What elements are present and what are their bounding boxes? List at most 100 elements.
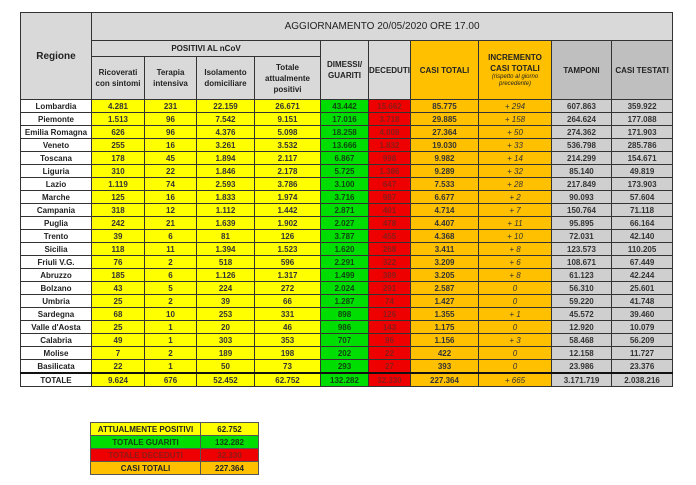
incremento-cell: + 294 bbox=[478, 99, 552, 113]
isolamento-header: Isolamento domiciliare bbox=[196, 56, 255, 100]
tamponi-cell: 59.220 bbox=[551, 294, 612, 308]
deceduti-cell: 478 bbox=[368, 216, 411, 230]
deceduti-cell: 322 bbox=[368, 255, 411, 269]
totale-positivi-cell: 62.752 bbox=[254, 372, 321, 387]
isolamento-cell: 50 bbox=[196, 359, 255, 374]
tamponi-cell: 23.986 bbox=[551, 359, 612, 374]
casi-totali-cell: 2.587 bbox=[410, 281, 479, 295]
dimessi-cell: 986 bbox=[320, 320, 369, 334]
deceduti-cell: 268 bbox=[368, 242, 411, 256]
isolamento-cell: 52.452 bbox=[196, 372, 255, 387]
update-title: AGGIORNAMENTO 20/05/2020 ORE 17.00 bbox=[90, 12, 674, 41]
incremento-cell: + 50 bbox=[478, 125, 552, 139]
region-cell: Umbria bbox=[20, 294, 92, 308]
isolamento-cell: 81 bbox=[196, 229, 255, 243]
terapia-header: Terapia intensiva bbox=[144, 56, 197, 100]
terapia-cell: 12 bbox=[144, 203, 197, 217]
casi-testati-cell: 42.244 bbox=[610, 268, 674, 282]
dimessi-cell: 3.716 bbox=[320, 190, 369, 204]
casi-totali-cell: 85.775 bbox=[410, 99, 479, 113]
terapia-cell: 96 bbox=[144, 112, 197, 126]
casi-testati-cell: 11.727 bbox=[610, 346, 674, 360]
ricoverati-cell: 25 bbox=[91, 294, 145, 308]
isolamento-cell: 253 bbox=[196, 307, 255, 321]
isolamento-cell: 1.639 bbox=[196, 216, 255, 230]
incremento-cell: + 14 bbox=[478, 151, 552, 165]
tamponi-cell: 12.158 bbox=[551, 346, 612, 360]
region-cell: Friuli V.G. bbox=[20, 255, 92, 269]
region-cell: Lombardia bbox=[20, 99, 92, 113]
terapia-cell: 1 bbox=[144, 320, 197, 334]
casi-testati-cell: 71.118 bbox=[610, 203, 674, 217]
dimessi-cell: 43.442 bbox=[320, 99, 369, 113]
isolamento-cell: 2.593 bbox=[196, 177, 255, 191]
totale-positivi-cell: 9.151 bbox=[254, 112, 321, 126]
deceduti-cell: 998 bbox=[368, 151, 411, 165]
casi-totali-cell: 422 bbox=[410, 346, 479, 360]
deceduti-cell: 1.832 bbox=[368, 138, 411, 152]
isolamento-cell: 224 bbox=[196, 281, 255, 295]
summary-value: 227.364 bbox=[200, 461, 259, 475]
tamponi-cell: 3.171.719 bbox=[551, 372, 612, 387]
tamponi-cell: 85.140 bbox=[551, 164, 612, 178]
dimessi-cell: 18.258 bbox=[320, 125, 369, 139]
ricoverati-cell: 76 bbox=[91, 255, 145, 269]
dimessi-cell: 898 bbox=[320, 307, 369, 321]
casi-totali-cell: 1.175 bbox=[410, 320, 479, 334]
table-row: Piemonte 1.513 96 7.542 9.151 17.016 3.718 29.8… bbox=[20, 112, 674, 126]
table-row: Trento 39 6 81 126 3.787 455 4.368 + 10 72.031 42.… bbox=[20, 229, 674, 243]
totale-positivi-cell: 353 bbox=[254, 333, 321, 347]
ricoverati-cell: 242 bbox=[91, 216, 145, 230]
terapia-cell: 96 bbox=[144, 125, 197, 139]
casi-totali-cell: 29.885 bbox=[410, 112, 479, 126]
terapia-cell: 6 bbox=[144, 229, 197, 243]
dimessi-cell: 6.867 bbox=[320, 151, 369, 165]
ricoverati-cell: 22 bbox=[91, 359, 145, 374]
casi-testati-cell: 56.209 bbox=[610, 333, 674, 347]
incremento-cell: 0 bbox=[478, 294, 552, 308]
table-row: Basilicata 22 1 50 73 293 27 393 0 23.986 23.376 bbox=[20, 359, 674, 374]
casi-totali-cell: 6.677 bbox=[410, 190, 479, 204]
totale-positivi-cell: 5.098 bbox=[254, 125, 321, 139]
totale-positivi-cell: 3.786 bbox=[254, 177, 321, 191]
totale-positivi-cell: 3.532 bbox=[254, 138, 321, 152]
region-cell: Valle d'Aosta bbox=[20, 320, 92, 334]
tamponi-header: TAMPONI bbox=[551, 40, 612, 100]
tamponi-cell: 90.093 bbox=[551, 190, 612, 204]
deceduti-cell: 32.330 bbox=[368, 372, 411, 387]
totale-positivi-cell: 2.178 bbox=[254, 164, 321, 178]
table-row: Abruzzo 185 6 1.126 1.317 1.499 389 3.205 + 8 61.… bbox=[20, 268, 674, 282]
incremento-cell: + 3 bbox=[478, 333, 552, 347]
terapia-cell: 1 bbox=[144, 359, 197, 374]
terapia-cell: 10 bbox=[144, 307, 197, 321]
tamponi-cell: 214.299 bbox=[551, 151, 612, 165]
totale-positivi-cell: 126 bbox=[254, 229, 321, 243]
incremento-cell: + 33 bbox=[478, 138, 552, 152]
region-cell: Basilicata bbox=[20, 359, 92, 374]
tamponi-cell: 264.624 bbox=[551, 112, 612, 126]
summary-value: 132.282 bbox=[200, 435, 259, 449]
table-row: Friuli V.G. 76 2 518 596 2.291 322 3.209 + 6 108.… bbox=[20, 255, 674, 269]
casi-testati-cell: 285.786 bbox=[610, 138, 674, 152]
region-cell: Lazio bbox=[20, 177, 92, 191]
dimessi-cell: 1.620 bbox=[320, 242, 369, 256]
terapia-cell: 2 bbox=[144, 255, 197, 269]
deceduti-cell: 143 bbox=[368, 320, 411, 334]
casi-totali-cell: 9.982 bbox=[410, 151, 479, 165]
isolamento-cell: 22.159 bbox=[196, 99, 255, 113]
region-cell: Bolzano bbox=[20, 281, 92, 295]
ricoverati-cell: 185 bbox=[91, 268, 145, 282]
deceduti-cell: 74 bbox=[368, 294, 411, 308]
region-cell: Molise bbox=[20, 346, 92, 360]
totale-positivi-cell: 596 bbox=[254, 255, 321, 269]
casi-testati-cell: 23.376 bbox=[610, 359, 674, 374]
casi-totali-cell: 4.407 bbox=[410, 216, 479, 230]
casi-totali-cell: 9.289 bbox=[410, 164, 479, 178]
casi-totali-cell: 1.355 bbox=[410, 307, 479, 321]
isolamento-cell: 518 bbox=[196, 255, 255, 269]
terapia-cell: 6 bbox=[144, 268, 197, 282]
terapia-cell: 22 bbox=[144, 164, 197, 178]
dimessi-cell: 3.100 bbox=[320, 177, 369, 191]
casi-testati-cell: 2.038.216 bbox=[610, 372, 674, 387]
